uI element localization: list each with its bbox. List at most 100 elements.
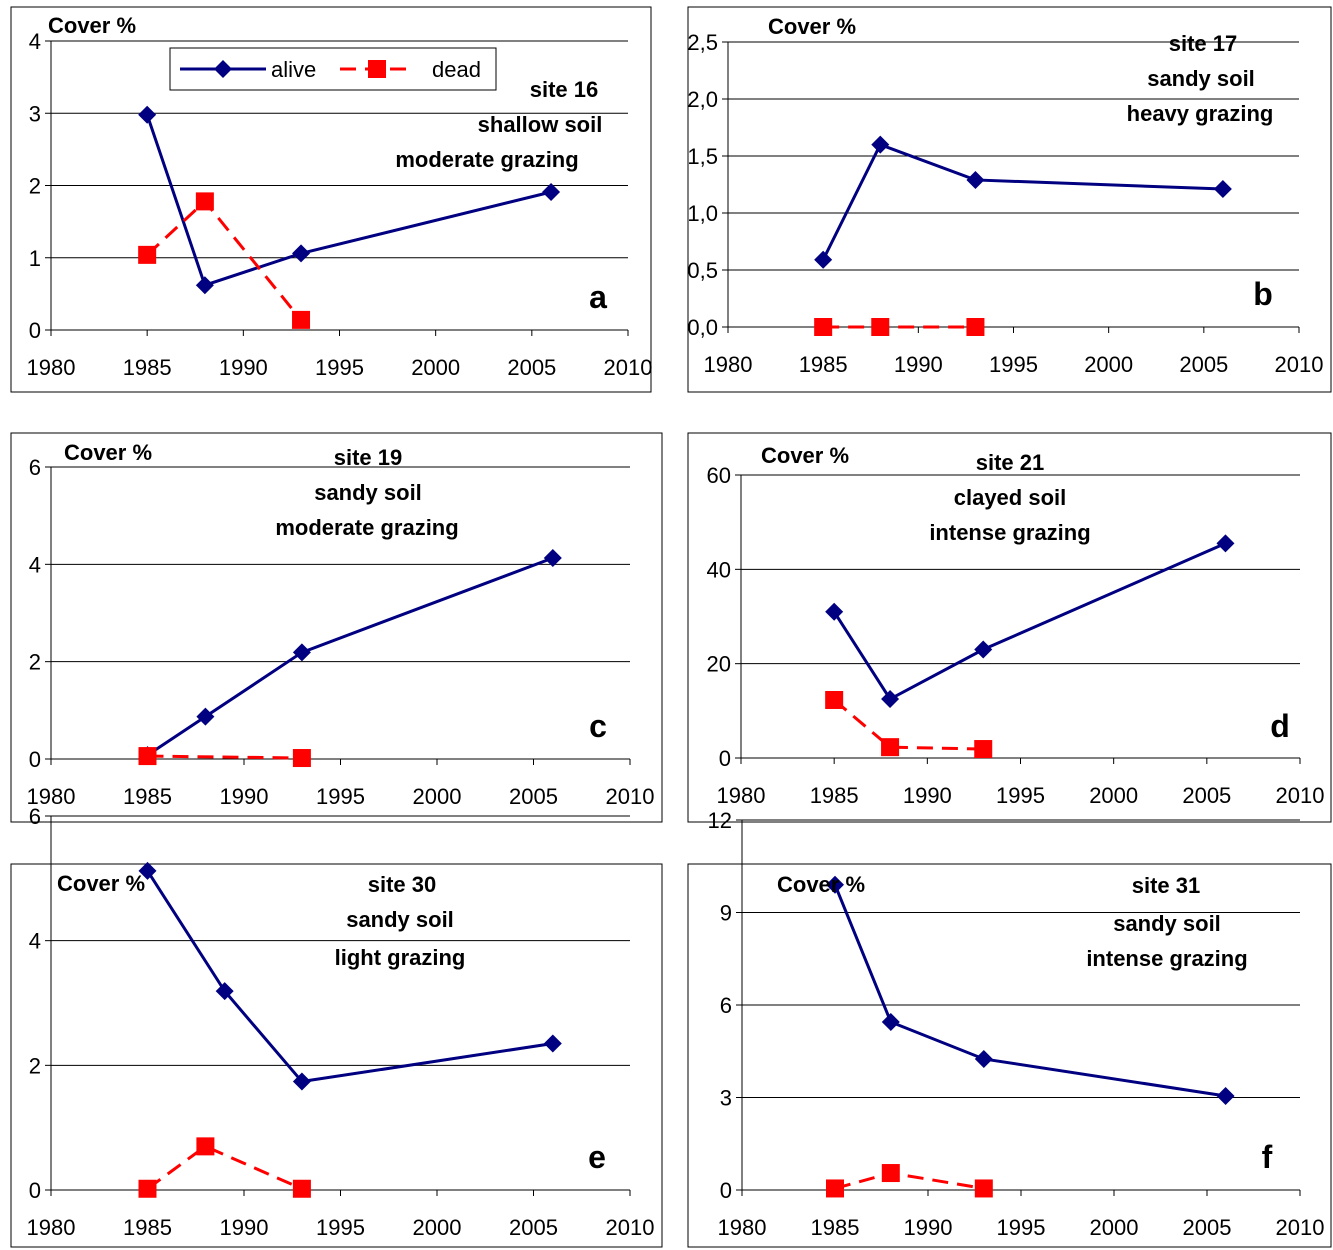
data-point-dead [814,318,833,336]
x-tick-label: 1980 [717,783,766,808]
y-tick-label: 6 [720,993,732,1018]
x-tick-label: 2000 [1090,1215,1139,1240]
y-axis-title: Cover % [768,14,856,39]
data-point-dead [292,1179,311,1198]
x-tick-label: 2005 [1183,1215,1232,1240]
y-tick-label: 0 [29,747,41,772]
x-tick-label: 2010 [1276,783,1325,808]
y-tick-label: 2 [29,650,41,675]
series-alive [825,534,1235,709]
legend-label-alive: alive [271,57,316,82]
site-annotation: sandy soil [1113,911,1221,936]
panel-frame [687,863,1332,1248]
y-tick-label: 1 [29,246,41,271]
data-point-alive [542,183,561,202]
panel-letter: e [588,1139,606,1175]
chart-panel-b: 0,0 0,5 1,0 1,5 2,0 2,5 1980 1985 1990 1995 2000 20… [687,6,1332,393]
data-point-alive [826,875,844,894]
x-tick-label: 2005 [1182,783,1231,808]
x-tick-label: 1980 [718,1215,767,1240]
chart-panel-c: 0 2 4 6 1980 1985 1990 1995 2000 2005 2010 Cover % s… [10,432,663,823]
y-tick-label: 20 [707,652,731,677]
series-line-dead [833,698,984,751]
data-point-dead [825,690,844,709]
site-annotation: intense grazing [929,520,1090,545]
x-tick-label: 2005 [509,784,558,809]
data-point-alive [292,643,311,662]
panel-letter: b [1253,276,1273,312]
panel-frame [10,432,663,823]
x-tick-label: 1990 [220,784,269,809]
site-annotation: site 30 [368,872,437,897]
x-tick-label: 2010 [1276,1215,1325,1240]
y-tick-label: 4 [29,929,41,954]
x-tick-label: 1980 [27,1215,76,1240]
data-point-dead [138,1179,157,1198]
panel-letter: f [1262,1139,1273,1175]
x-tick-label: 1995 [997,1215,1046,1240]
data-point-dead [881,1164,900,1183]
y-tick-label: 1,0 [687,201,718,226]
y-tick-label: 9 [720,901,732,926]
y-tick-label: 40 [707,557,731,582]
x-tick-label: 2000 [413,1215,462,1240]
y-axis-title: Cover % [761,443,849,468]
y-tick-label: 3 [720,1086,732,1111]
y-tick-label: 3 [29,101,41,126]
x-tick-label: 1985 [810,783,859,808]
y-tick-label: 0,5 [687,258,718,283]
data-point-alive [1216,1086,1235,1105]
site-annotation: light grazing [335,945,466,970]
x-tick-label: 1980 [704,352,753,377]
y-axis-title: Cover % [57,871,145,896]
panel-frame [10,863,663,1248]
series-dead [138,192,311,329]
site-annotation: sandy soil [314,480,422,505]
site-annotation: shallow soil [478,112,603,137]
data-point-alive [292,1072,311,1091]
gridlines [742,819,1300,1098]
data-point-dead [871,318,890,336]
data-point-dead [292,749,311,768]
y-tick-label: 0 [719,746,731,771]
gridlines [728,41,1299,271]
data-point-alive [871,135,890,154]
x-tick-label: 1980 [27,784,76,809]
y-axis-title: Cover % [64,440,152,465]
chart-panel-d: 0 20 40 60 1980 1985 1990 1995 2000 2005 2010 Cover… [687,432,1332,823]
y-tick-label: 2 [29,174,41,199]
legend-box [169,47,497,91]
x-tick-label: 2005 [1179,352,1228,377]
y-tick-label: 0 [29,318,41,343]
site-annotation: sandy soil [346,907,454,932]
data-point-alive [974,1049,993,1068]
series-dead [138,1137,311,1198]
data-point-alive [292,244,311,263]
data-point-alive [195,276,214,295]
x-tick-label: 1990 [219,355,268,380]
x-tick-label: 2010 [606,1215,655,1240]
series-alive [138,861,562,1091]
x-tick-label: 1995 [315,355,364,380]
site-annotation: site 16 [530,77,599,102]
data-point-dead [974,1179,993,1198]
series-line-alive [821,142,1223,261]
x-tick-label: 1995 [989,352,1038,377]
x-tick-label: 1985 [811,1215,860,1240]
site-annotation: intense grazing [1086,946,1247,971]
legend-marker-dead [368,60,386,78]
chart-panel-e: 0 2 4 6 1980 1985 1990 1995 2000 2005 2010 Cover % s… [10,804,663,1248]
series-alive [814,135,1232,269]
x-tick-label: 2000 [413,784,462,809]
site-annotation: heavy grazing [1127,101,1274,126]
data-point-dead [196,1137,215,1156]
x-tick-label: 2005 [509,1215,558,1240]
panel-frame [687,6,1332,393]
y-tick-label: 0,0 [687,315,718,340]
chart-panel-a: 0 1 2 3 4 1980 1985 1990 1995 2000 2005 2010 Cover %… [10,6,653,393]
data-point-dead [881,738,900,757]
y-tick-label: 0 [720,1178,732,1203]
x-tick-label: 2010 [604,355,653,380]
data-point-dead [292,310,311,329]
site-annotation: site 19 [334,445,403,470]
